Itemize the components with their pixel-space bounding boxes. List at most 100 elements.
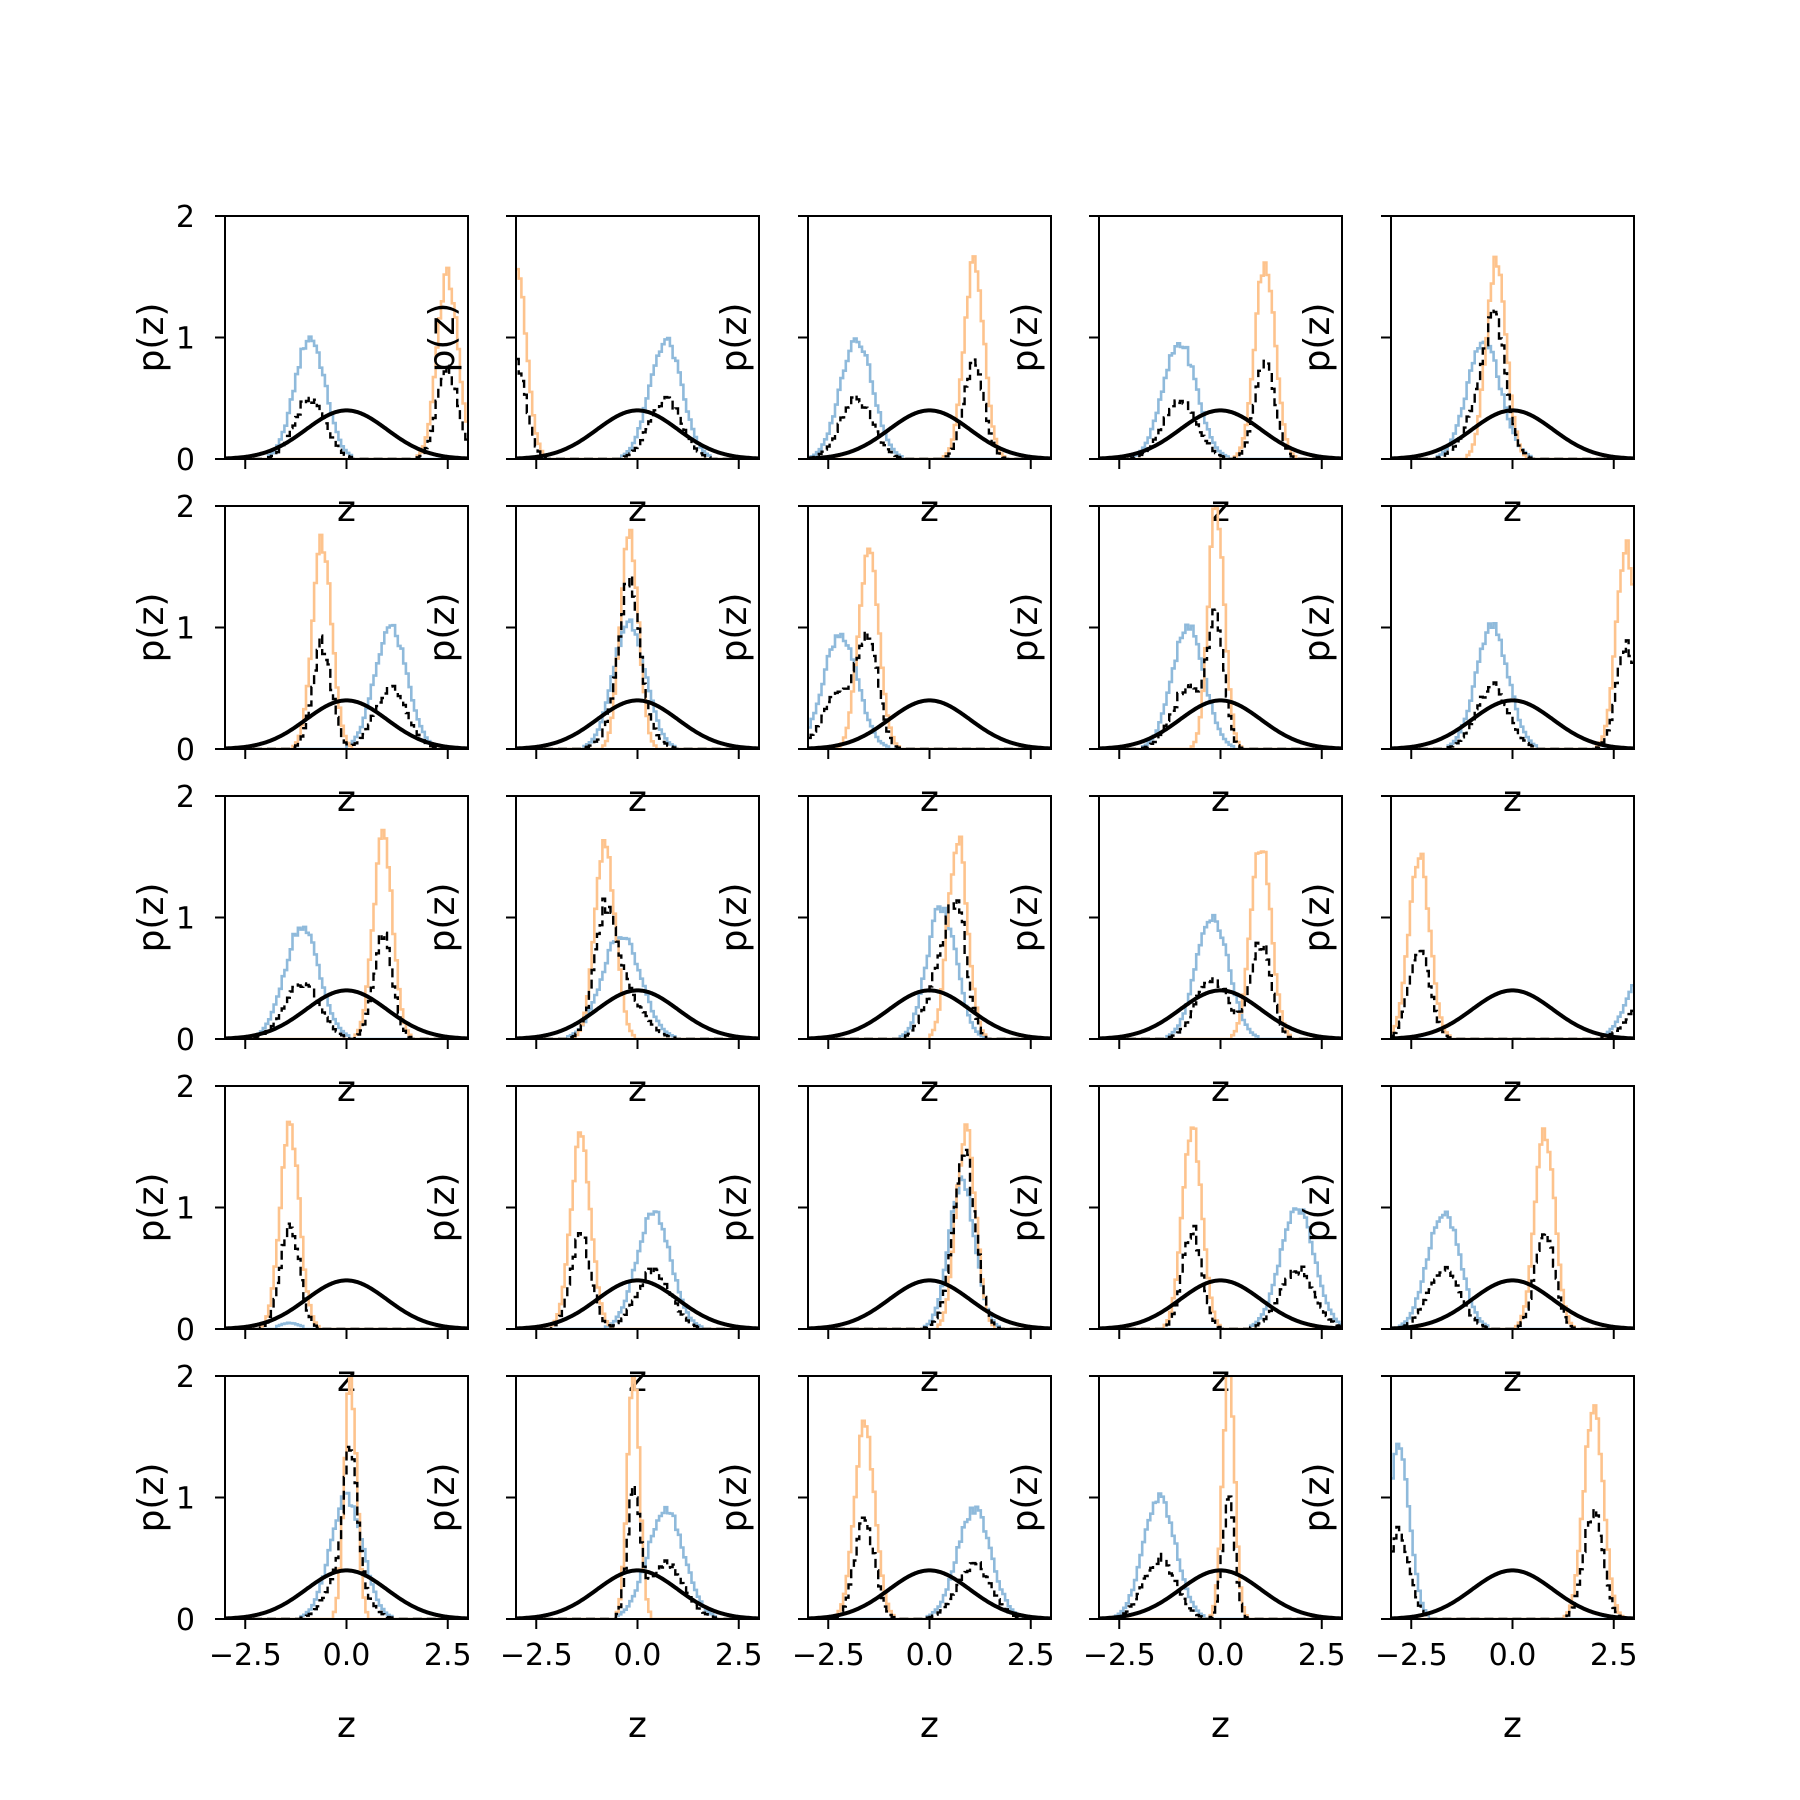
plot-area (1391, 852, 1634, 1039)
x-axis-label: z (1503, 1359, 1522, 1400)
prior-curve (1391, 988, 1634, 1039)
x-tick-label: 2.5 (424, 1638, 472, 1673)
prior-curve (1391, 1278, 1634, 1329)
histogram-orange (808, 255, 1051, 459)
subplot-r4-c5: z p(z) (1297, 1085, 1635, 1400)
histogram-blue (1391, 340, 1634, 459)
plot-area (1099, 506, 1342, 749)
histogram-blue (1099, 913, 1342, 1039)
y-axis-label: p(z) (1297, 883, 1338, 953)
x-tick-label: −2.5 (1375, 1638, 1448, 1673)
plot-area (808, 255, 1051, 459)
histogram-orange (516, 839, 759, 1039)
histogram-orange (808, 1123, 1051, 1329)
prior-curve (1099, 698, 1342, 749)
histogram-orange (1391, 1127, 1634, 1329)
plot-area (808, 547, 1051, 749)
y-axis-label: p(z) (131, 1173, 172, 1243)
y-tick-label: 2 (176, 1070, 195, 1105)
plot-area (1391, 1127, 1634, 1329)
histogram-blue (516, 936, 759, 1039)
prior-curve (1099, 1278, 1342, 1329)
y-tick-label: 2 (176, 200, 195, 235)
histogram-blue (808, 337, 1051, 459)
histogram-blue (1099, 1207, 1342, 1329)
subplot-r5-c5: −2.5 0.0 2.5 z p(z) (1297, 1375, 1638, 1746)
y-axis-label: p(z) (1005, 303, 1046, 373)
plot-area (808, 835, 1051, 1039)
histogram-mixture (225, 931, 468, 1039)
y-tick-label: 1 (176, 612, 195, 647)
histogram-orange (516, 267, 759, 459)
histogram-mixture (516, 574, 759, 749)
prior-curve (225, 698, 468, 749)
plot-area (225, 1377, 468, 1619)
histogram-blue (225, 925, 468, 1039)
subplot-r5-c3: −2.5 0.0 2.5 z p(z) (714, 1375, 1055, 1746)
histogram-blue (225, 623, 468, 749)
histogram-blue (1391, 984, 1634, 1039)
y-tick-label: 1 (176, 1192, 195, 1227)
x-tick-label: 0.0 (614, 1638, 662, 1673)
histogram-orange (225, 1120, 468, 1329)
x-axis-label: z (628, 779, 647, 820)
histogram-orange (1391, 539, 1634, 749)
prior-curve (516, 1278, 759, 1329)
histogram-blue (516, 1505, 759, 1619)
y-axis-label: p(z) (131, 883, 172, 953)
y-axis-label: p(z) (422, 303, 463, 373)
y-axis-label: p(z) (714, 303, 755, 373)
prior-curve (1099, 408, 1342, 459)
y-axis-label: p(z) (131, 303, 172, 373)
x-axis-label: z (628, 1705, 647, 1746)
y-axis-label: p(z) (714, 883, 755, 953)
subplot-r2-c3: z p(z) (714, 505, 1052, 820)
histogram-orange (225, 828, 468, 1039)
subplot-r2-c1: z 0 1 2 p(z) (131, 490, 469, 820)
y-axis-label: p(z) (1297, 1463, 1338, 1533)
x-axis-label: z (1211, 489, 1230, 530)
plot-area (225, 266, 468, 459)
prior-curve (516, 988, 759, 1039)
x-tick-label: 0.0 (906, 1638, 954, 1673)
plot-area (225, 533, 468, 749)
y-tick-label: 1 (176, 902, 195, 937)
y-tick-label: 2 (176, 780, 195, 815)
subplot-r3-c1: z 0 1 2 p(z) (131, 780, 469, 1110)
prior-curve (225, 1278, 468, 1329)
histogram-mixture (808, 358, 1051, 459)
subplot-r5-c2: −2.5 0.0 2.5 z p(z) (422, 1375, 763, 1746)
subplot-r2-c4: z p(z) (1005, 505, 1343, 820)
y-tick-label: 1 (176, 322, 195, 357)
plot-area (808, 1123, 1051, 1329)
y-tick-label: 1 (176, 1482, 195, 1517)
prior-curve (808, 698, 1051, 749)
histogram-orange (225, 1377, 468, 1619)
x-axis-label: z (1211, 779, 1230, 820)
prior-curve (516, 408, 759, 459)
axes-frame (1390, 1375, 1635, 1620)
x-axis-label: z (920, 1069, 939, 1110)
histogram-mixture (516, 357, 759, 459)
histogram-orange (1391, 852, 1634, 1039)
histogram-mixture (808, 899, 1051, 1039)
histogram-blue (1391, 1442, 1634, 1619)
subplot-r3-c4: z p(z) (1005, 795, 1343, 1110)
y-axis-label: p(z) (1297, 303, 1338, 373)
histogram-orange (1099, 1126, 1342, 1329)
axes-frame (1390, 795, 1635, 1040)
subplot-r4-c4: zp(z) (1005, 1085, 1343, 1400)
y-axis-label: p(z) (1297, 1173, 1338, 1243)
subplot-r3-c5: z p(z) (1297, 795, 1635, 1110)
x-axis-label: z (1211, 1705, 1230, 1746)
axes-frame (1390, 505, 1635, 750)
histogram-mixture (1391, 1232, 1634, 1329)
y-axis-label: p(z) (714, 1173, 755, 1243)
histogram-orange (516, 528, 759, 749)
histogram-orange (225, 266, 468, 459)
x-tick-label: −2.5 (792, 1638, 865, 1673)
y-axis-label: p(z) (131, 593, 172, 663)
histogram-blue (225, 1491, 468, 1619)
subplot-r1-c3: z p(z) (714, 215, 1052, 530)
